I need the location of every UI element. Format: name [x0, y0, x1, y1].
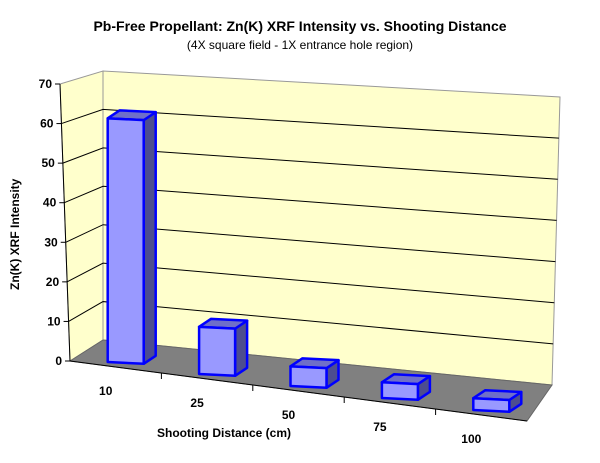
chart-title: Pb-Free Propellant: Zn(K) XRF Intensity …	[93, 18, 507, 34]
y-tick-label: 40	[43, 196, 57, 210]
x-axis-label: Shooting Distance (cm)	[157, 426, 292, 440]
chart-subtitle: (4X square field - 1X entrance hole regi…	[186, 38, 414, 52]
y-tick-label: 0	[55, 354, 62, 368]
y-tick-label: 10	[47, 314, 61, 328]
gridline	[66, 262, 555, 304]
y-tick-label: 30	[44, 235, 58, 249]
x-tick-label: 50	[282, 408, 296, 422]
left-wall	[59, 70, 104, 362]
gridline	[65, 224, 556, 263]
x-tick-label: 75	[373, 420, 387, 434]
y-tick-label: 50	[41, 156, 55, 170]
gridline	[61, 108, 559, 139]
x-axis-line	[69, 360, 528, 422]
y-tick-label: 70	[39, 77, 53, 91]
bar-25	[197, 325, 237, 378]
x-tick-label: 10	[99, 384, 113, 398]
y-tick-label: 20	[46, 275, 60, 289]
bar-50	[289, 365, 328, 390]
gridline	[68, 301, 554, 345]
bar-75	[380, 381, 420, 402]
bar-10	[106, 117, 145, 366]
bar-100	[472, 396, 511, 414]
bar-side	[142, 110, 157, 366]
y-tick-label: 60	[40, 117, 54, 131]
gridline	[64, 185, 557, 221]
gridline	[62, 147, 558, 180]
x-tick-label: 25	[190, 396, 204, 410]
y-axis-line	[59, 83, 71, 362]
x-tick-label: 100	[461, 432, 481, 446]
